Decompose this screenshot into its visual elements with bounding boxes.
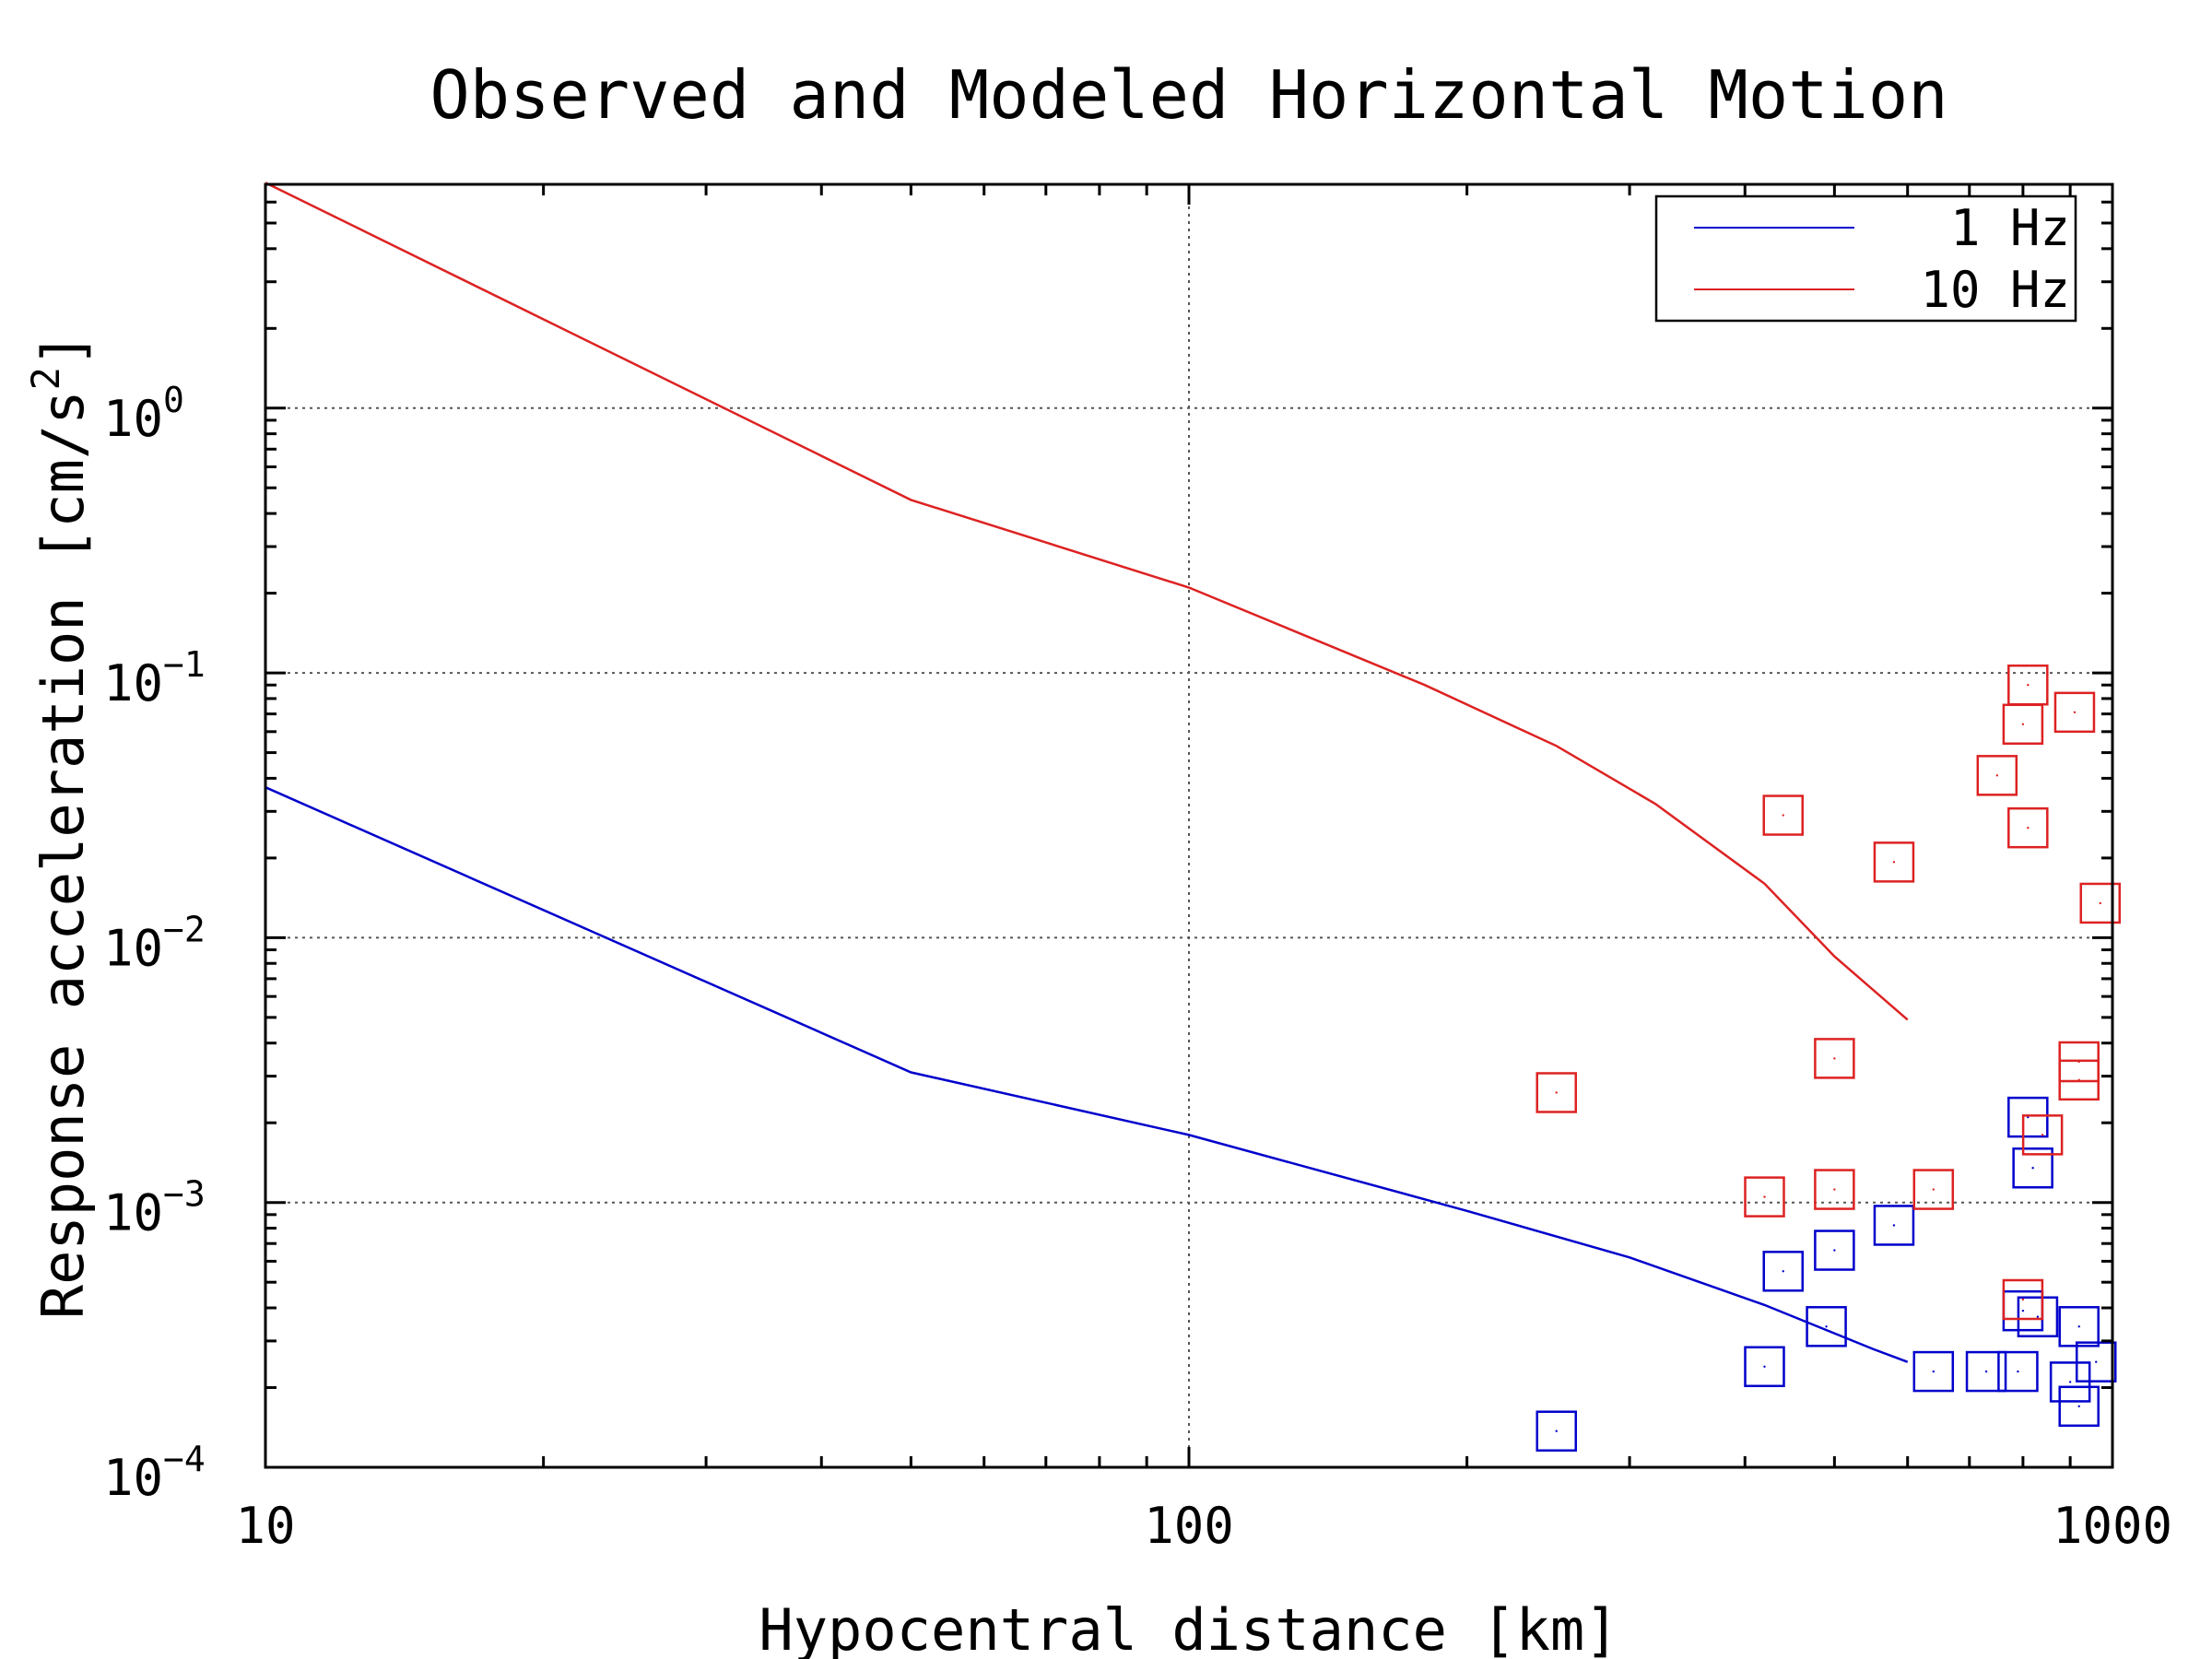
legend-label-1hz: 1 Hz bbox=[1950, 199, 2070, 257]
observed-point-dot-series-1 bbox=[2027, 684, 2030, 687]
observed-point-series-1 bbox=[2021, 1114, 2064, 1156]
y-tick-label-exp: −2 bbox=[163, 909, 206, 949]
observed-point-series-0 bbox=[2075, 1341, 2117, 1382]
observed-point-dot-series-0 bbox=[1782, 1270, 1784, 1273]
observed-point-series-0 bbox=[1965, 1350, 2007, 1393]
observed-point-dot-series-0 bbox=[2021, 1309, 2025, 1312]
y-tick-label-exp: −4 bbox=[163, 1439, 206, 1479]
observed-point-dot-series-0 bbox=[2017, 1370, 2019, 1373]
y-axis-label-main: Response acceleration [cm/s bbox=[29, 390, 97, 1319]
observed-point-dot-series-0 bbox=[1825, 1325, 1828, 1328]
y-tick-label-exp: 0 bbox=[163, 380, 184, 420]
observed-point-series-1 bbox=[2007, 806, 2049, 849]
observed-point-series-1 bbox=[2053, 691, 2096, 734]
observed-point-series-0 bbox=[1873, 1205, 1915, 1246]
y-tick-label: 10−3 bbox=[103, 1174, 206, 1242]
observed-point-series-0 bbox=[1912, 1350, 1955, 1393]
grid-lines bbox=[265, 184, 2112, 1468]
observed-point-dot-series-0 bbox=[1984, 1370, 1988, 1373]
observed-point-series-0 bbox=[1535, 1410, 1577, 1452]
y-tick-label-base: 10 bbox=[103, 1184, 163, 1242]
y-tick-label: 10−4 bbox=[103, 1439, 206, 1507]
y-axis-label-sup: 2 bbox=[23, 367, 68, 390]
observed-point-series-0 bbox=[2058, 1385, 2100, 1428]
observed-point-dot-series-1 bbox=[1833, 1057, 1836, 1060]
x-tick-label: 100 bbox=[1144, 1497, 1234, 1555]
y-tick-label-exp: −3 bbox=[163, 1174, 206, 1215]
observed-point-dot-series-1 bbox=[1833, 1188, 1836, 1191]
observed-point-dot-series-1 bbox=[2027, 826, 2030, 830]
y-tick-label-base: 10 bbox=[103, 919, 163, 977]
observed-point-series-0 bbox=[1814, 1230, 1855, 1271]
model-line-series-0 bbox=[265, 786, 1909, 1363]
observed-point-series-0 bbox=[1762, 1251, 1804, 1292]
y-tick-label-exp: −1 bbox=[163, 644, 206, 685]
observed-point-dot-series-1 bbox=[1782, 814, 1784, 817]
observed-point-dot-series-0 bbox=[2031, 1167, 2034, 1170]
observed-point-dot-series-1 bbox=[2041, 1134, 2044, 1136]
observed-point-series-1 bbox=[2002, 703, 2044, 746]
observed-point-series-1 bbox=[1873, 841, 1915, 883]
observed-point-series-1 bbox=[1976, 755, 2018, 796]
observed-point-dot-series-1 bbox=[1763, 1195, 1766, 1198]
model-line-series-1 bbox=[265, 182, 1909, 1021]
observed-point-dot-series-0 bbox=[1833, 1249, 1836, 1252]
x-tick-label: 1000 bbox=[2053, 1497, 2172, 1555]
y-tick-label-base: 10 bbox=[103, 654, 163, 712]
observed-point-dot-series-0 bbox=[2068, 1381, 2072, 1383]
observed-point-series-1 bbox=[1535, 1072, 1577, 1113]
observed-point-dot-series-1 bbox=[1892, 861, 1896, 864]
observed-point-dot-series-0 bbox=[2077, 1405, 2080, 1407]
observed-point-series-1 bbox=[1912, 1169, 1955, 1210]
observed-point-series-0 bbox=[2007, 1096, 2049, 1138]
observed-point-dot-series-1 bbox=[2077, 1078, 2080, 1082]
observed-point-dot-series-0 bbox=[1763, 1365, 1766, 1368]
y-tick-label-base: 10 bbox=[103, 1449, 163, 1507]
observed-point-series-0 bbox=[2017, 1296, 2059, 1338]
observed-point-dot-series-1 bbox=[2099, 901, 2101, 905]
observed-point-series-0 bbox=[1744, 1346, 1785, 1388]
observed-point-series-1 bbox=[1744, 1176, 1785, 1218]
y-axis-label-end: ] bbox=[29, 333, 97, 367]
legend-box bbox=[1654, 194, 2077, 323]
chart-title: Observed and Modeled Horizontal Motion bbox=[429, 56, 1947, 134]
model-curves bbox=[265, 182, 1909, 1363]
y-tick-label: 10−1 bbox=[103, 644, 206, 712]
observed-point-dot-series-1 bbox=[2073, 711, 2077, 714]
x-axis-label: Hypocentral distance [km] bbox=[759, 1596, 1618, 1659]
observed-point-dot-series-1 bbox=[1932, 1188, 1935, 1191]
observed-point-series-1 bbox=[2079, 882, 2121, 924]
observed-point-series-0 bbox=[1806, 1306, 1847, 1347]
legend: 1 Hz 10 Hz bbox=[1654, 194, 2077, 323]
observed-point-series-0 bbox=[2058, 1306, 2100, 1347]
observed-point-dot-series-0 bbox=[2095, 1360, 2098, 1363]
observed-point-dot-series-1 bbox=[2021, 1298, 2025, 1301]
observed-point-series-0 bbox=[1997, 1350, 2039, 1393]
axis-ticks bbox=[264, 182, 2114, 1469]
observed-point-dot-series-1 bbox=[2021, 723, 2025, 725]
observed-point-dot-series-0 bbox=[2036, 1315, 2040, 1318]
observed-point-dot-series-0 bbox=[1555, 1430, 1558, 1432]
observed-point-series-1 bbox=[1814, 1038, 1855, 1079]
legend-label-10hz: 10 Hz bbox=[1920, 261, 2070, 319]
observed-markers bbox=[1535, 664, 2121, 1452]
observed-point-series-1 bbox=[2058, 1059, 2100, 1101]
observed-point-series-0 bbox=[2012, 1147, 2053, 1189]
observed-point-dot-series-1 bbox=[1995, 774, 1999, 777]
y-tick-label: 10−2 bbox=[103, 909, 206, 977]
y-axis-label: Response acceleration [cm/s2] bbox=[23, 333, 97, 1319]
observed-point-dot-series-0 bbox=[2077, 1325, 2080, 1328]
y-tick-label: 100 bbox=[103, 380, 184, 448]
x-tick-label: 10 bbox=[235, 1497, 295, 1555]
y-tick-label-base: 10 bbox=[103, 390, 163, 448]
observed-point-series-1 bbox=[2002, 1278, 2044, 1321]
observed-point-series-1 bbox=[1814, 1169, 1855, 1210]
observed-point-series-1 bbox=[1762, 794, 1804, 836]
observed-point-dot-series-0 bbox=[1892, 1224, 1896, 1227]
observed-point-dot-series-1 bbox=[1555, 1091, 1558, 1094]
observed-point-dot-series-0 bbox=[1932, 1370, 1935, 1373]
